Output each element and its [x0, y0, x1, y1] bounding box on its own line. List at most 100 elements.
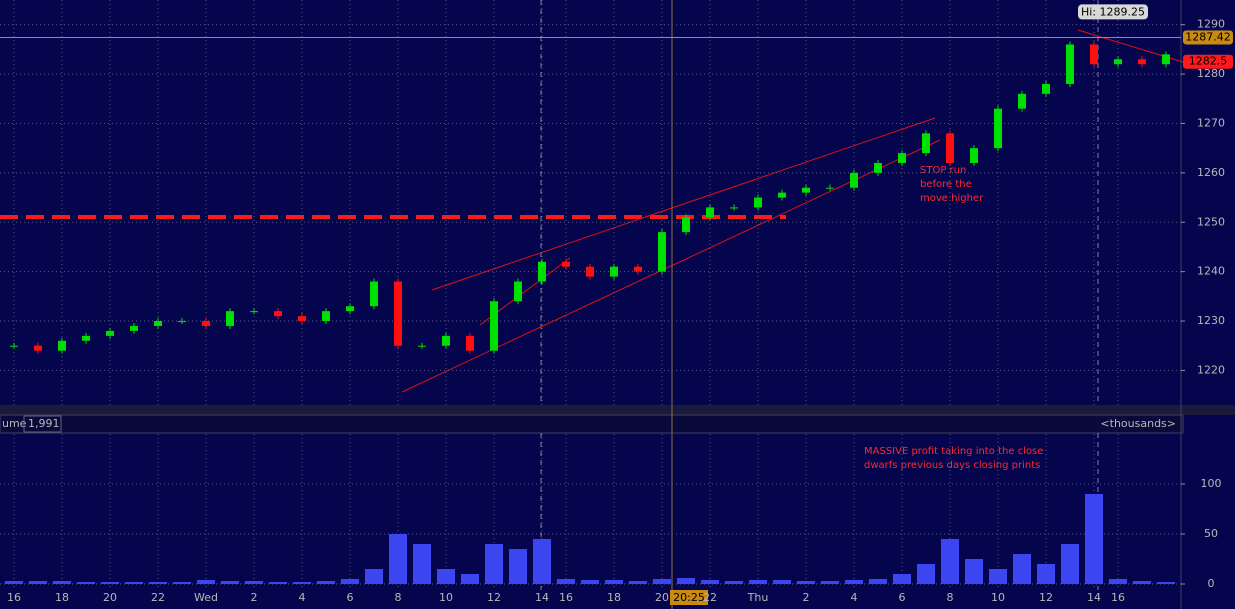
- candle: [82, 335, 90, 341]
- candle: [874, 162, 882, 173]
- x-tick-label: 16: [1111, 591, 1125, 604]
- candle: [850, 172, 858, 188]
- volume-bar: [461, 574, 479, 584]
- candle: [106, 330, 114, 336]
- volume-bar: [533, 539, 551, 584]
- candle: [1066, 44, 1074, 84]
- candle: [322, 311, 330, 322]
- candle: [418, 345, 426, 347]
- volume-bar: [749, 580, 767, 584]
- candle: [178, 321, 186, 323]
- units-label: <thousands>: [1100, 417, 1176, 430]
- volume-bar: [269, 582, 287, 584]
- high-label: Hi: 1289.25: [1081, 5, 1145, 18]
- annotation: MASSIVE profit taking into the close: [864, 446, 1043, 457]
- volume-bar: [1085, 494, 1103, 584]
- panel-label: ume: [2, 417, 27, 430]
- candle: [154, 321, 162, 326]
- candle: [298, 316, 306, 322]
- x-tick-label: 10: [991, 591, 1005, 604]
- volume-bar: [557, 579, 575, 584]
- y-tick-label: 1220: [1197, 363, 1225, 376]
- volume-readout: 1,991: [28, 417, 60, 430]
- volume-bar: [893, 574, 911, 584]
- volume-bar: [149, 582, 167, 584]
- candle: [730, 207, 738, 209]
- candle: [10, 345, 18, 347]
- candle: [490, 301, 498, 351]
- volume-bar: [77, 582, 95, 584]
- x-tick-label: 12: [1039, 591, 1053, 604]
- x-tick-label: 18: [55, 591, 69, 604]
- trend-line: [431, 117, 936, 291]
- candle: [1162, 54, 1170, 65]
- x-tick-label: 16: [7, 591, 21, 604]
- volume-bar: [869, 579, 887, 584]
- y-tick-label: 1260: [1197, 166, 1225, 179]
- x-tick-label: 8: [395, 591, 402, 604]
- y-tick-label: 1240: [1197, 265, 1225, 278]
- volume-bar: [1037, 564, 1055, 584]
- candle: [994, 108, 1002, 149]
- candle: [226, 311, 234, 326]
- readout-box: [23, 415, 62, 433]
- candle: [754, 197, 762, 208]
- volume-bar: [485, 544, 503, 584]
- volume-bar: [653, 579, 671, 584]
- candle: [1114, 59, 1122, 65]
- candle: [466, 335, 474, 351]
- candle: [250, 311, 258, 313]
- volume-bar: [917, 564, 935, 584]
- candle: [1090, 44, 1098, 65]
- x-tick-label: 8: [947, 591, 954, 604]
- annotation: STOP run: [920, 165, 966, 176]
- crosshair-time: 20:25: [673, 591, 705, 604]
- volume-bar: [509, 549, 527, 584]
- x-tick-label: 20: [655, 591, 669, 604]
- volume-bar: [965, 559, 983, 584]
- volume-bar: [365, 569, 383, 584]
- volume-bar: [1061, 544, 1079, 584]
- candle: [274, 311, 282, 317]
- x-tick-label: Wed: [194, 591, 218, 604]
- candle: [802, 187, 810, 193]
- price-tag-label: 1287.42: [1185, 30, 1231, 43]
- candle: [706, 207, 714, 218]
- y-tick-label: 1280: [1197, 67, 1225, 80]
- candle: [922, 133, 930, 154]
- candle: [898, 153, 906, 163]
- x-tick-label: 22: [703, 591, 717, 604]
- volume-bar: [125, 582, 143, 584]
- candle: [682, 217, 690, 233]
- volume-bar: [605, 580, 623, 584]
- candle: [970, 148, 978, 163]
- volume-bar: [1133, 581, 1151, 584]
- volume-bar: [221, 581, 239, 584]
- candle: [514, 281, 522, 302]
- annotation: move higher: [920, 193, 984, 204]
- x-tick-label: 14: [1087, 591, 1101, 604]
- candle: [346, 306, 354, 312]
- x-tick-label: 12: [487, 591, 501, 604]
- annotation: before the: [920, 179, 972, 190]
- volume-bar: [413, 544, 431, 584]
- y-tick-label: 1250: [1197, 215, 1225, 228]
- x-tick-label: 4: [851, 591, 858, 604]
- volume-bar: [389, 534, 407, 584]
- x-tick-label: Thu: [747, 591, 769, 604]
- y-tick-label: 50: [1204, 527, 1218, 540]
- candle: [634, 266, 642, 272]
- volume-bar: [5, 581, 23, 584]
- y-tick-label: 1270: [1197, 116, 1225, 129]
- candle: [826, 187, 834, 189]
- y-tick-label: 100: [1201, 477, 1222, 490]
- x-tick-label: 18: [607, 591, 621, 604]
- x-tick-label: 22: [151, 591, 165, 604]
- volume-bar: [773, 580, 791, 584]
- x-tick-label: 10: [439, 591, 453, 604]
- volume-bar: [941, 539, 959, 584]
- y-tick-label: 1290: [1197, 18, 1225, 31]
- y-tick-label: 0: [1208, 577, 1215, 590]
- x-tick-label: 20: [103, 591, 117, 604]
